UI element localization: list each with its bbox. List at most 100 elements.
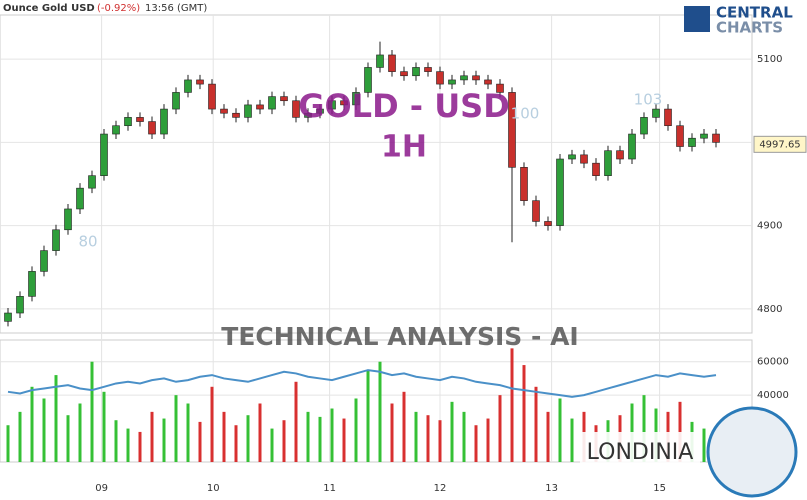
volume-bar (642, 395, 646, 462)
candle-body (532, 200, 540, 222)
volume-bar (570, 418, 574, 462)
candle-body (652, 108, 660, 118)
candle-body (436, 71, 444, 85)
candle-body (688, 137, 696, 147)
candle-body (712, 133, 720, 143)
candle-body (520, 167, 528, 201)
candle-body (268, 96, 276, 110)
volume-bar (222, 411, 226, 462)
volume-bar (198, 421, 202, 462)
candle-body (628, 133, 636, 160)
candle-body (388, 54, 396, 72)
volume-bar (390, 403, 394, 462)
volume-bar (678, 401, 682, 462)
candle-body (52, 229, 60, 251)
candle-body (508, 92, 516, 168)
candle-body (40, 250, 48, 272)
candle-body (172, 92, 180, 110)
volume-bar (54, 375, 58, 462)
candle-body (460, 75, 468, 81)
candle-body (352, 92, 360, 106)
candle-body (136, 117, 144, 122)
volume-bar (318, 416, 322, 462)
candle-body (292, 100, 300, 118)
volume-bar (534, 386, 538, 462)
candle-body (208, 83, 216, 110)
candle-body (496, 83, 504, 93)
volume-bar (438, 420, 442, 462)
volume-bar (138, 431, 142, 462)
volume-bar (342, 418, 346, 462)
volume-bar (66, 415, 70, 462)
y-tick-label: 40000 (757, 390, 789, 401)
volume-bar (402, 391, 406, 462)
faint-number: 103 (634, 91, 663, 109)
brand: CHARTS (716, 19, 783, 37)
candle-body (616, 150, 624, 160)
candle-body (244, 104, 252, 118)
candle-body (592, 162, 600, 176)
volume-bar (114, 420, 118, 462)
avatar (706, 406, 798, 498)
provider: LONDINIA (587, 440, 694, 465)
watermark-analysis: TECHNICAL ANALYSIS - AI (221, 322, 578, 351)
volume-bar (294, 381, 298, 462)
volume-bar (366, 370, 370, 462)
y-tick-label: 4800 (757, 304, 782, 315)
candle-body (280, 96, 288, 102)
candle-body (400, 71, 408, 77)
candle-body (4, 312, 12, 322)
faint-number: 100 (511, 105, 540, 123)
candle-body (16, 296, 24, 314)
volume-bar (330, 408, 334, 462)
last-price-box (753, 135, 807, 153)
candle-body (328, 100, 336, 110)
x-tick-label: 13 (545, 483, 558, 494)
volume-bar (102, 391, 106, 462)
symbol: Ounce Gold USD (3, 3, 95, 14)
candle-body (664, 108, 672, 127)
candle-body (64, 208, 72, 231)
brand: CENTRAL (716, 4, 793, 22)
volume-bar (498, 395, 502, 462)
volume-bar (474, 425, 478, 462)
volume-bar (282, 420, 286, 462)
volume-bar (18, 411, 22, 462)
candle-body (640, 117, 648, 135)
x-tick-label: 15 (653, 483, 666, 494)
volume-bar (42, 398, 46, 462)
volume-bar (270, 428, 274, 462)
volume-bar (162, 418, 166, 462)
volume-bar (426, 415, 430, 462)
candle-body (256, 104, 264, 110)
candle-body (484, 79, 492, 85)
volume-bar (510, 348, 514, 462)
volume-bar (258, 403, 262, 462)
candle-body (544, 221, 552, 226)
candle-body (100, 133, 108, 176)
candle-body (88, 175, 96, 189)
y-tick-label: 5100 (757, 54, 782, 65)
candle-body (304, 112, 312, 118)
candle-body (448, 79, 456, 85)
candle-body (316, 108, 324, 114)
candle-body (220, 108, 228, 114)
x-tick-label: 09 (95, 483, 108, 494)
volume-bar (30, 386, 34, 462)
volume-bar (126, 428, 130, 462)
change: (-0.92%) (97, 3, 140, 14)
volume-bar (378, 361, 382, 462)
candle-body (376, 54, 384, 68)
last-price-label: 4997.65 (759, 139, 800, 150)
candle-body (700, 133, 708, 139)
x-tick-label: 12 (434, 483, 447, 494)
volume-bar (414, 411, 418, 462)
candle-body (412, 67, 420, 77)
candle-body (160, 108, 168, 135)
candle-body (28, 271, 36, 297)
candle-body (76, 187, 84, 210)
volume-bar (462, 411, 466, 462)
watermark-timeframe: 1H (381, 130, 427, 165)
candle-body (196, 79, 204, 85)
